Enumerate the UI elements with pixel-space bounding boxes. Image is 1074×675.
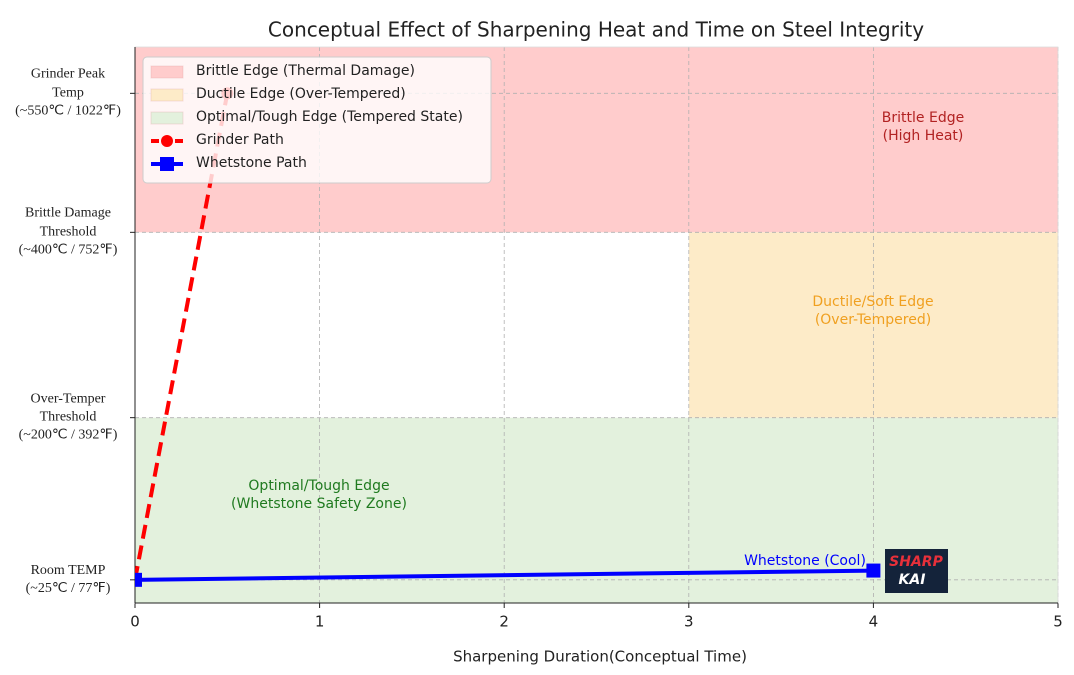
- y-tick-label: Brittle Damage Threshold (~400℃ / 752℉): [18, 206, 118, 258]
- annotation: Brittle Edge (High Heat): [881, 109, 965, 144]
- logo-text: KAI: [899, 572, 926, 588]
- point: [866, 563, 881, 578]
- legend-swatch: [150, 65, 184, 79]
- annotation: Whetstone (Cool): [744, 552, 866, 569]
- legend-label: Grinder Path: [196, 132, 284, 148]
- x-tick-label: 5: [1053, 613, 1063, 631]
- legend-marker: [160, 157, 174, 171]
- legend-label: Whetstone Path: [196, 155, 307, 171]
- legend-swatch: [150, 111, 184, 125]
- x-tick-label: 3: [684, 613, 694, 631]
- x-tick-label: 1: [315, 613, 325, 631]
- logo: SHARP KAI: [885, 549, 948, 593]
- legend-marker: [161, 135, 173, 147]
- y-tick-label: Grinder Peak Temp (~550℃ / 1022℉): [15, 67, 121, 119]
- annotation: Optimal/Tough Edge (Whetstone Safety Zon…: [231, 477, 407, 512]
- series: [135, 563, 881, 587]
- annotation: Ductile/Soft Edge (Over-Tempered): [812, 293, 934, 328]
- legend-label: Optimal/Tough Edge (Tempered State): [196, 109, 463, 125]
- series-line: [135, 568, 874, 582]
- legend-label: Brittle Edge (Thermal Damage): [196, 63, 415, 79]
- y-tick-label: Room TEMP (~25℃ / 77℉): [25, 562, 111, 596]
- logo-box: [885, 549, 948, 593]
- point: [135, 572, 142, 587]
- y-tick-label: Over-Temper Threshold (~200℃ / 392℉): [18, 391, 118, 443]
- logo-text: SHARP: [889, 554, 943, 570]
- chart-title: Conceptual Effect of Sharpening Heat and…: [268, 18, 924, 42]
- legend-label: Ductile Edge (Over-Tempered): [196, 86, 406, 102]
- x-tick-label: 0: [130, 613, 140, 631]
- x-tick-label: 2: [499, 613, 509, 631]
- legend-swatch: [150, 88, 184, 102]
- legend-box: [142, 56, 492, 184]
- x-tick-label: 4: [869, 613, 879, 631]
- x-axis-label: Sharpening Duration(Conceptual Time): [453, 648, 747, 666]
